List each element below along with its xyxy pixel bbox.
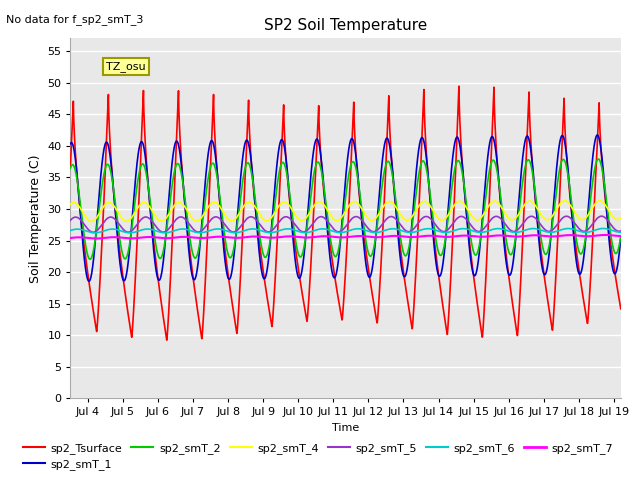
Line: sp2_smT_4: sp2_smT_4 [70, 201, 621, 221]
sp2_smT_5 [301, 228, 309, 234]
Line: sp2_smT_5: sp2_smT_5 [70, 216, 621, 232]
sp2_smT_6 [91, 230, 99, 236]
sp2_smT_6 [162, 230, 170, 236]
Title: SP2 Soil Temperature: SP2 Soil Temperature [264, 18, 428, 33]
sp2_smT_7 [67, 235, 74, 241]
sp2_smT_2 [301, 235, 309, 241]
sp2_smT_2 [129, 213, 137, 218]
Text: TZ_osu: TZ_osu [106, 61, 146, 72]
sp2_smT_5 [607, 221, 614, 227]
sp2_smT_7 [129, 235, 137, 241]
sp2_smT_4 [596, 198, 604, 204]
sp2_smT_5 [90, 229, 97, 235]
Line: sp2_smT_2: sp2_smT_2 [70, 159, 621, 259]
sp2_smT_4 [88, 218, 95, 224]
sp2_Tsurface [162, 331, 170, 337]
sp2_smT_5 [67, 217, 74, 223]
sp2_smT_4 [547, 215, 555, 221]
sp2_smT_7 [617, 233, 625, 239]
sp2_smT_6 [67, 228, 74, 233]
sp2_smT_4 [617, 215, 625, 221]
sp2_smT_2 [595, 156, 602, 162]
sp2_smT_2 [86, 256, 94, 262]
sp2_smT_2 [547, 233, 555, 239]
sp2_smT_7 [93, 236, 100, 241]
sp2_Tsurface [129, 315, 137, 321]
sp2_Tsurface [301, 310, 309, 316]
sp2_Tsurface [278, 146, 285, 152]
Text: No data for f_sp2_smT_3: No data for f_sp2_smT_3 [6, 14, 144, 25]
sp2_smT_7 [162, 235, 170, 241]
sp2_smT_6 [278, 227, 285, 233]
sp2_smT_2 [617, 233, 625, 239]
sp2_smT_7 [607, 232, 614, 238]
sp2_Tsurface [617, 306, 625, 312]
sp2_smT_1 [162, 230, 170, 236]
sp2_smT_7 [547, 234, 555, 240]
sp2_smT_1 [301, 237, 309, 243]
sp2_smT_2 [278, 161, 285, 167]
sp2_smT_1 [129, 202, 137, 207]
sp2_smT_2 [162, 232, 170, 238]
sp2_Tsurface [455, 83, 463, 89]
sp2_smT_5 [278, 216, 285, 222]
sp2_smT_6 [547, 229, 555, 235]
sp2_smT_4 [67, 202, 74, 207]
sp2_smT_1 [85, 278, 93, 284]
sp2_smT_6 [617, 229, 625, 235]
Line: sp2_smT_7: sp2_smT_7 [70, 235, 621, 239]
sp2_smT_4 [301, 216, 309, 222]
sp2_smT_1 [547, 234, 555, 240]
sp2_smT_2 [607, 229, 614, 235]
Y-axis label: Soil Temperature (C): Soil Temperature (C) [29, 154, 42, 283]
sp2_smT_7 [602, 232, 609, 238]
sp2_smT_1 [278, 137, 285, 143]
sp2_smT_1 [67, 141, 74, 147]
sp2_smT_7 [278, 234, 285, 240]
sp2_smT_5 [617, 228, 625, 234]
Legend: sp2_Tsurface, sp2_smT_1, sp2_smT_2, sp2_smT_4, sp2_smT_5, sp2_smT_6, sp2_smT_7: sp2_Tsurface, sp2_smT_1, sp2_smT_2, sp2_… [19, 438, 618, 474]
sp2_Tsurface [607, 238, 614, 244]
sp2_smT_4 [129, 212, 137, 218]
sp2_smT_4 [278, 200, 285, 206]
sp2_smT_5 [547, 228, 555, 234]
sp2_smT_1 [593, 132, 601, 138]
sp2_smT_1 [607, 250, 614, 255]
sp2_Tsurface [163, 337, 171, 343]
Line: sp2_smT_1: sp2_smT_1 [70, 135, 621, 281]
sp2_Tsurface [547, 319, 555, 325]
X-axis label: Time: Time [332, 423, 359, 433]
sp2_smT_6 [129, 229, 137, 235]
sp2_smT_6 [607, 227, 614, 233]
Line: sp2_Tsurface: sp2_Tsurface [70, 86, 621, 340]
sp2_smT_2 [67, 165, 74, 171]
sp2_smT_6 [301, 230, 309, 236]
sp2_smT_1 [617, 235, 625, 240]
sp2_smT_5 [162, 228, 170, 234]
sp2_smT_4 [607, 210, 614, 216]
sp2_Tsurface [67, 164, 74, 169]
sp2_smT_4 [162, 216, 170, 221]
sp2_smT_7 [301, 235, 309, 240]
sp2_smT_6 [600, 226, 607, 231]
Line: sp2_smT_6: sp2_smT_6 [70, 228, 621, 233]
sp2_smT_5 [129, 227, 137, 232]
sp2_smT_5 [598, 213, 605, 219]
